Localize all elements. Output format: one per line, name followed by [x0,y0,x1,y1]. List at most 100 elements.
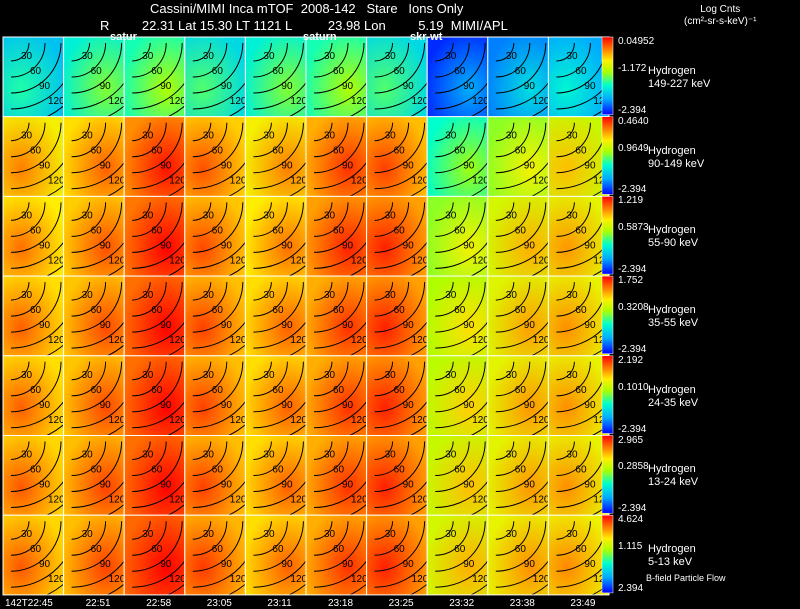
contour-line [435,202,486,253]
contour-label: 60 [394,385,406,396]
contour-label: 120 [109,96,126,107]
heatmap-cell: 30 60 90 120 [487,275,579,365]
contour-label: 120 [290,335,307,346]
heatmap-cell: 30 60 90 120 [184,275,276,365]
contour-label: 30 [21,210,33,221]
contour-line [435,441,454,460]
contour-label: 120 [109,415,126,426]
contour-line [253,202,272,221]
contour-label: 30 [324,51,336,62]
contour-label: 60 [151,305,163,316]
contour-label: 30 [142,370,154,381]
contour-line [495,42,515,62]
contour-label: 60 [30,146,42,157]
contour-line [253,282,272,301]
contour-label: 90 [100,559,112,570]
contour-line [71,521,91,540]
contour-label: 30 [566,210,578,221]
contour-label: 90 [100,320,112,331]
contour-line [253,441,288,476]
contour-label: 60 [394,66,406,77]
contour-label: 120 [533,96,550,107]
contour-line [132,521,167,556]
heatmap-cell: 30 60 90 120 [426,36,518,126]
contour-line [556,202,591,237]
colorbar-max-label: 0.4640 [618,115,649,127]
contour-label: 90 [524,240,536,251]
contour-label: 60 [151,465,163,476]
contour-line [495,521,515,540]
contour-line [132,441,151,460]
contour-line [71,122,107,158]
contour-line [435,202,470,237]
colorbar-mid-label: -1.172 [618,62,647,74]
contour-label: 60 [394,225,406,236]
contour-label: 90 [403,400,415,411]
contour-line [495,282,515,301]
contour-label: 90 [39,240,51,251]
contour-label: 120 [169,574,186,585]
heatmap-cell: 30 60 90 120 [426,355,518,445]
contour-label: 30 [263,370,275,381]
contour-label: 30 [82,529,94,540]
contour-label: 30 [445,370,457,381]
contour-label: 90 [100,480,112,491]
contour-line [495,441,515,460]
contour-label: 60 [394,465,406,476]
species-label: Hydrogen 13-24 keV [648,463,698,489]
colorbar-min-label: -2.394 [618,343,647,355]
heatmap-cell: 30 60 90 120 [487,195,579,285]
contour-label: 90 [281,240,293,251]
contour-line [253,441,304,492]
contour-line [495,122,547,174]
contour-label: 90 [39,320,51,331]
contour-line [71,441,91,460]
contour-line [71,282,91,301]
energy-range: 13-24 keV [648,476,699,489]
contour-label: 60 [575,544,587,555]
contour-label: 30 [142,450,154,461]
contour-label: 30 [263,450,275,461]
contour-line [374,202,410,237]
contour-label: 60 [515,225,527,236]
colorbar [601,116,614,195]
contour-label: 60 [212,305,224,316]
contour-line [71,282,107,317]
contour-label: 30 [385,210,397,221]
contour-line [495,282,531,317]
contour-label: 90 [524,480,536,491]
contour-label: 90 [39,480,51,491]
contour-label: 30 [385,290,397,301]
contour-label: 30 [506,51,518,62]
contour-line [495,521,531,556]
colorbar-max-label: 1.752 [618,275,644,287]
contour-label: 90 [39,81,51,92]
colorbar-min-label: -2.394 [618,423,647,435]
contour-line [192,42,212,62]
contour-label: 60 [272,146,284,157]
contour-line [71,202,91,221]
contour-label: 90 [584,161,596,172]
contour-label: 120 [109,335,126,346]
contour-line [132,202,183,253]
contour-line [435,521,486,572]
contour-line [313,42,349,78]
contour-line [435,441,470,476]
segment-label-skr-wt: skr-wt [410,31,443,43]
contour-label: 30 [324,290,336,301]
contour-line [10,42,62,94]
contour-label: 120 [351,495,368,506]
contour-label: 90 [100,81,112,92]
colorbar-mid-label: 1.115 [618,541,643,553]
contour-label: 30 [445,51,457,62]
contour-label: 60 [30,544,42,555]
contour-line [253,441,272,460]
species-label: Hydrogen 24-35 keV [648,384,698,410]
contour-line [253,361,304,413]
contour-line [132,42,167,78]
time-tick: 23:25 [388,598,414,609]
contour-label: 90 [281,480,293,491]
contour-line [10,441,62,492]
species-name: Hydrogen [648,463,696,476]
contour-line [374,122,394,142]
